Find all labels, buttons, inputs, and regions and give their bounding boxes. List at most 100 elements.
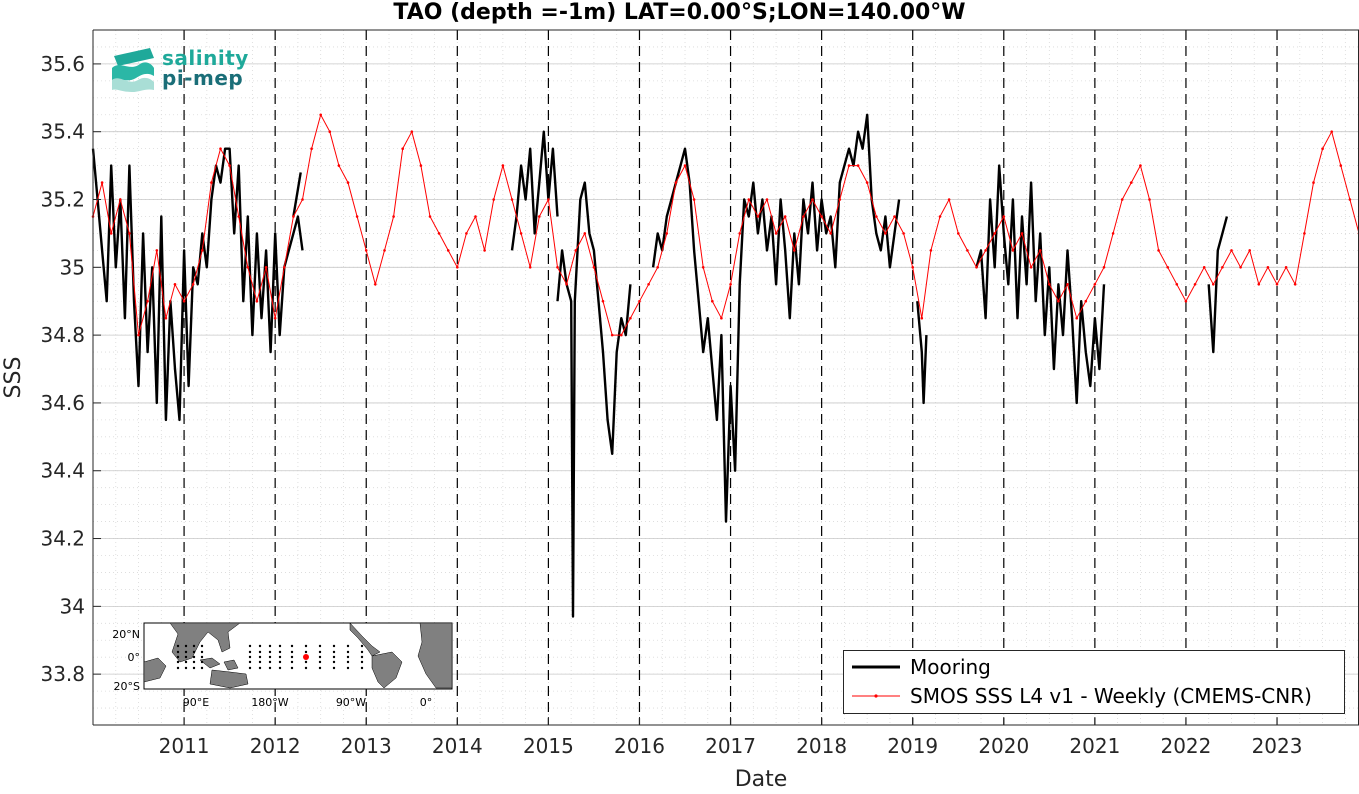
series-point-smos: [182, 299, 186, 303]
series-point-smos: [884, 232, 887, 235]
series-point-smos: [510, 198, 514, 201]
x-tick-label: 2017: [705, 734, 756, 758]
y-tick-label: 34.6: [40, 391, 85, 415]
mooring-dot: [304, 660, 308, 664]
mooring-dot: [318, 666, 322, 670]
series-point-smos: [920, 316, 924, 320]
series-point-smos: [1075, 316, 1078, 320]
mooring-dot: [360, 666, 364, 670]
mooring-dot: [258, 650, 262, 654]
mooring-dot: [346, 650, 350, 654]
chart-title: TAO (depth =-1m) LAT=0.00°S;LON=140.00°W: [393, 0, 966, 25]
inset-lat-label-20n: 20°N: [112, 628, 140, 641]
plot-area: [93, 30, 1358, 725]
mooring-dot: [360, 660, 364, 664]
series-point-smos: [1139, 164, 1142, 167]
mooring-dot: [268, 666, 272, 670]
mooring-dot: [346, 655, 350, 659]
series-point-smos: [137, 333, 140, 337]
mooring-dot: [268, 650, 272, 654]
series-point-smos: [474, 215, 477, 218]
legend-swatch-mooring: [852, 665, 900, 669]
series-line-mooring: [510, 130, 559, 251]
mooring-dot: [278, 660, 282, 664]
mooring-dot: [184, 666, 188, 670]
series-line-mooring: [1207, 216, 1229, 354]
series-point-smos: [1120, 198, 1124, 201]
series-point-smos: [228, 164, 231, 167]
series-point-smos: [1266, 266, 1270, 269]
series-point-smos: [1048, 283, 1051, 286]
series-point-smos: [1275, 283, 1279, 286]
series-point-smos: [1248, 249, 1251, 252]
mooring-dot: [332, 655, 336, 659]
y-tick-label: 34.8: [40, 323, 85, 347]
series-point-smos: [938, 215, 942, 218]
mooring-dot: [278, 666, 282, 670]
inset-lon-label-0: 0°: [420, 696, 433, 709]
series-point-smos: [337, 164, 341, 167]
series-point-smos: [565, 283, 568, 286]
legend-item-smos: SMOS SSS L4 v1 - Weekly (CMEMS-CNR): [852, 682, 1312, 710]
mooring-location-marker: [303, 654, 309, 660]
series-point-smos: [793, 249, 796, 252]
inset-lat-label-20s: 20°S: [114, 680, 140, 693]
series-point-smos: [1239, 266, 1242, 269]
series-point-smos: [146, 299, 149, 303]
series-point-smos: [747, 198, 751, 201]
series-point-smos: [1148, 198, 1151, 201]
logo-word-salinity: salinity: [162, 46, 249, 70]
mooring-dot: [290, 644, 294, 648]
series-line-mooring: [556, 181, 632, 618]
x-tick-label: 2012: [250, 734, 301, 758]
series-point-smos: [574, 249, 577, 252]
x-tick-label: 2022: [1160, 734, 1211, 758]
series-point-smos: [929, 249, 933, 252]
series-point-smos: [1011, 249, 1015, 252]
series-point-smos: [947, 198, 951, 201]
series-point-smos: [1130, 181, 1133, 184]
x-tick-label: 2015: [523, 734, 574, 758]
series-point-smos: [173, 283, 177, 286]
mooring-dot: [346, 666, 350, 670]
series-point-smos: [401, 147, 405, 150]
x-tick-label: 2023: [1252, 734, 1303, 758]
wave-logo-icon: [112, 48, 154, 92]
mooring-dot: [278, 650, 282, 654]
series-point-smos: [465, 232, 468, 235]
series-point-smos: [501, 164, 505, 167]
x-tick-label: 2019: [887, 734, 938, 758]
mooring-dot: [248, 650, 252, 654]
series-point-smos: [993, 232, 996, 235]
series-point-smos: [1212, 283, 1215, 286]
inset-lon-label-180w: 180°W: [251, 696, 288, 709]
series-point-smos: [283, 266, 286, 269]
y-tick-label: 35.4: [40, 120, 85, 144]
mooring-dot: [184, 655, 188, 659]
y-tick-label: 35: [60, 255, 85, 279]
series-point-smos: [957, 232, 960, 235]
mooring-dot: [184, 660, 188, 664]
series-point-smos: [1221, 266, 1224, 269]
series-point-smos: [783, 215, 787, 218]
mooring-dot: [200, 644, 204, 648]
series-point-smos: [1002, 215, 1006, 218]
mooring-dot: [176, 660, 180, 664]
series-point-smos: [483, 249, 486, 252]
series-point-smos: [492, 198, 496, 201]
mooring-dot: [200, 650, 204, 654]
series-point-smos: [1257, 283, 1261, 286]
series-point-smos: [1184, 299, 1188, 303]
series-point-smos: [556, 266, 559, 269]
mooring-dot: [248, 644, 252, 648]
series-point-smos: [1175, 283, 1179, 286]
series-point-smos: [237, 215, 240, 218]
mooring-dot: [360, 655, 364, 659]
series-point-smos: [109, 232, 113, 235]
series-point-smos: [1029, 266, 1033, 269]
series-point-smos: [847, 164, 851, 167]
mooring-dot: [268, 660, 272, 664]
series-point-smos: [638, 299, 641, 303]
series-point-smos: [355, 215, 359, 218]
